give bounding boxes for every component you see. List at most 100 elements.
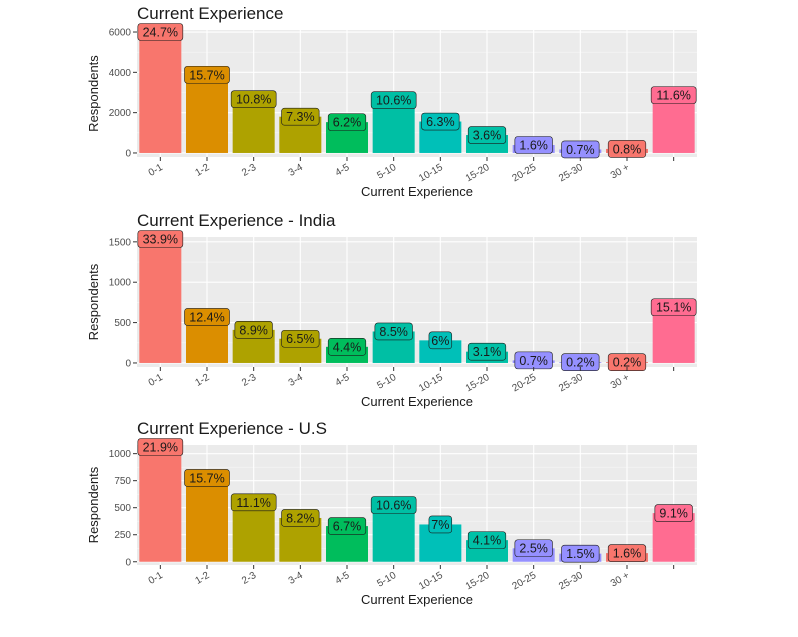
value-label: 10.6% <box>376 94 411 108</box>
y-tick-label: 250 <box>114 530 131 541</box>
value-label: 8.9% <box>239 323 268 337</box>
y-tick-label: 0 <box>125 148 131 159</box>
bar <box>139 30 182 153</box>
value-label: 0.2% <box>613 356 642 370</box>
value-label-box <box>184 65 230 84</box>
value-label-box <box>281 107 320 126</box>
bar <box>186 477 228 562</box>
y-tick-label: 0 <box>125 557 131 568</box>
value-label-box <box>184 469 230 487</box>
chart-title: Current Experience <box>137 4 283 23</box>
x-tick-label: 0-1 <box>147 372 165 389</box>
value-label-box <box>137 438 184 456</box>
y-tick-label: 750 <box>114 476 131 487</box>
y-tick-label: 1500 <box>109 237 132 248</box>
x-tick-label: 25-30 <box>557 570 585 593</box>
value-label-box <box>421 112 460 131</box>
value-label: 8.5% <box>379 325 408 339</box>
value-label: 24.7% <box>143 26 178 40</box>
y-tick-label: 500 <box>114 503 131 514</box>
value-label: 6.2% <box>333 116 362 130</box>
value-label: 1.6% <box>519 139 548 153</box>
x-tick-label: 1-2 <box>193 570 211 587</box>
value-label-box <box>370 496 417 514</box>
value-label: 2.5% <box>519 542 548 556</box>
value-label: 10.8% <box>236 93 271 107</box>
bar <box>139 445 182 562</box>
x-tick-label: 20-25 <box>511 372 539 395</box>
panel-background <box>137 445 697 565</box>
x-tick-label: 5-10 <box>375 162 398 182</box>
bar <box>232 502 275 562</box>
x-tick-label: 20-25 <box>511 570 539 593</box>
x-axis-title: Current Experience <box>361 394 473 409</box>
chart-panel-3: Current Experience - U.S 0 250 500 750 1000 21… <box>86 419 697 607</box>
value-label: 4.1% <box>473 534 502 548</box>
value-label: 12.4% <box>189 310 224 324</box>
value-label-box <box>281 329 320 348</box>
y-axis-title: Respondents <box>86 466 101 543</box>
value-label: 15.7% <box>189 471 224 485</box>
x-tick-label: 0-1 <box>147 162 165 179</box>
x-tick-label: 25-30 <box>557 162 585 185</box>
value-label-box <box>281 509 320 527</box>
value-label: 6.5% <box>286 332 315 346</box>
x-tick-label: 20-25 <box>511 162 539 185</box>
x-tick-label: 5-10 <box>375 372 398 392</box>
x-tick-label: 4-5 <box>333 372 351 389</box>
bar <box>186 74 228 153</box>
value-label: 15.1% <box>656 301 691 315</box>
x-tick-label: 3-4 <box>287 162 305 179</box>
value-label-box <box>137 230 184 248</box>
value-label: 10.6% <box>376 499 411 513</box>
x-tick-label: 30 + <box>609 162 632 181</box>
x-tick-label: 25-30 <box>557 372 585 395</box>
x-tick-label: 10-15 <box>417 372 445 395</box>
value-label-box <box>428 515 453 534</box>
value-label-box <box>650 86 697 104</box>
x-tick-label: 15-20 <box>464 570 492 593</box>
bar <box>652 95 695 153</box>
x-tick-label: 3-4 <box>287 570 305 587</box>
y-tick-label: 2000 <box>109 108 132 119</box>
bar <box>372 100 415 153</box>
x-tick-label: 0-1 <box>147 570 165 587</box>
value-label-box <box>467 126 507 144</box>
x-tick-label: 5-10 <box>375 570 398 590</box>
value-label-box <box>137 23 184 41</box>
x-tick-label: 30 + <box>609 570 632 589</box>
value-label: 0.2% <box>566 356 595 370</box>
value-label: 33.9% <box>143 233 178 247</box>
value-label-box <box>374 322 413 341</box>
chart-panel-1: Current Experience 0 2000 4000 6000 24.7% 15.7… <box>86 4 697 199</box>
y-tick-label: 1000 <box>109 449 132 460</box>
value-label: 7% <box>431 518 449 532</box>
value-label: 6.7% <box>333 520 362 534</box>
x-tick-label: 1-2 <box>193 372 211 389</box>
value-label: 9.1% <box>659 507 688 521</box>
value-label: 0.7% <box>566 143 595 157</box>
x-axis-title: Current Experience <box>361 592 473 607</box>
bar <box>139 237 182 363</box>
value-label-box <box>514 539 553 558</box>
x-tick-label: 2-3 <box>240 162 258 179</box>
value-label: 1.5% <box>566 547 595 561</box>
x-tick-label: 10-15 <box>417 570 445 593</box>
value-label: 0.8% <box>613 142 642 156</box>
value-label-box <box>607 544 647 562</box>
y-axis-title: Respondents <box>86 55 101 132</box>
y-tick-label: 500 <box>114 318 131 329</box>
value-label-box <box>327 517 367 535</box>
value-label: 11.6% <box>656 89 691 103</box>
x-tick-label: 3-4 <box>287 372 305 389</box>
value-label: 11.1% <box>236 496 271 510</box>
value-label-box <box>230 90 277 108</box>
value-label-box <box>230 493 277 512</box>
chart-title: Current Experience - India <box>137 211 336 230</box>
value-label-box <box>467 531 507 549</box>
y-tick-label: 4000 <box>109 68 132 79</box>
value-label-box <box>327 338 367 356</box>
value-label: 21.9% <box>143 441 178 455</box>
